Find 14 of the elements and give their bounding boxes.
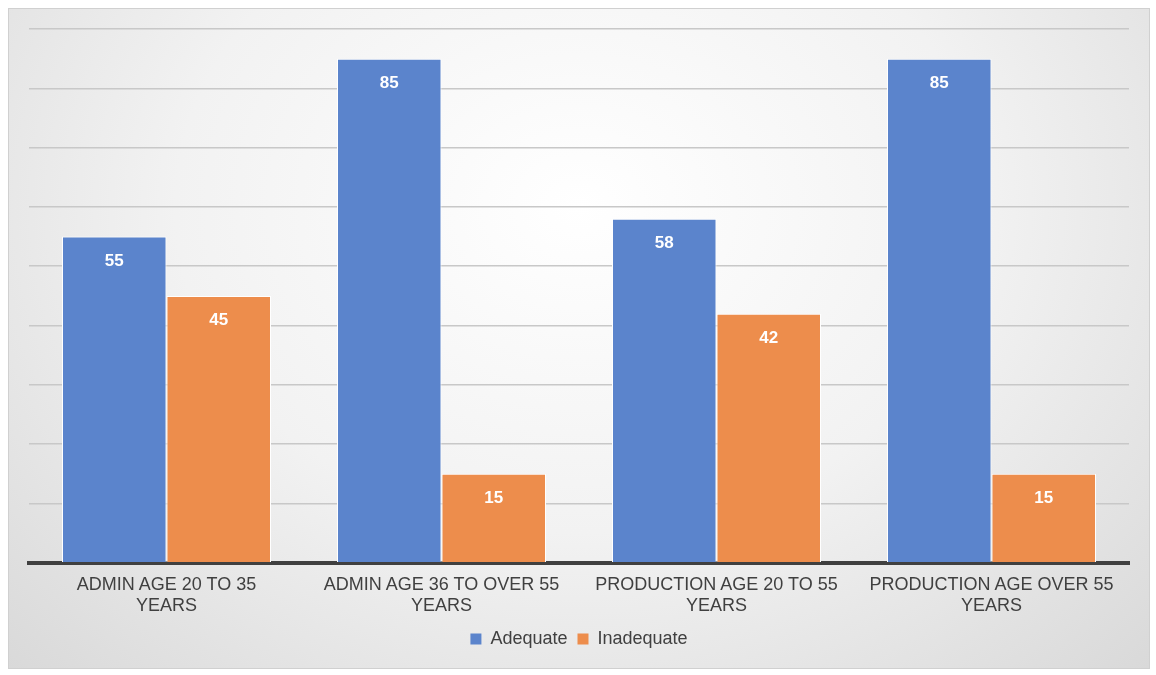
data-label: 58 xyxy=(654,232,674,252)
x-tick-label: PRODUCTION AGE 20 TO 55 YEARS xyxy=(595,573,838,616)
x-tick-label: ADMIN AGE 20 TO 35 YEARS xyxy=(76,573,257,616)
data-label: 42 xyxy=(759,327,779,347)
data-label: 15 xyxy=(484,488,504,508)
data-label: 55 xyxy=(104,250,124,270)
x-tick-label: PRODUCTION AGE OVER 55 YEARS xyxy=(869,573,1114,616)
legend-label: Inadequate xyxy=(597,627,688,648)
data-label: 15 xyxy=(1034,488,1054,508)
data-label: 85 xyxy=(379,72,399,92)
data-label: 45 xyxy=(209,310,229,330)
x-tick-label: ADMIN AGE 36 TO OVER 55 YEARS xyxy=(323,573,560,616)
data-label: 85 xyxy=(929,72,949,92)
legend-label: Adequate xyxy=(490,627,568,648)
